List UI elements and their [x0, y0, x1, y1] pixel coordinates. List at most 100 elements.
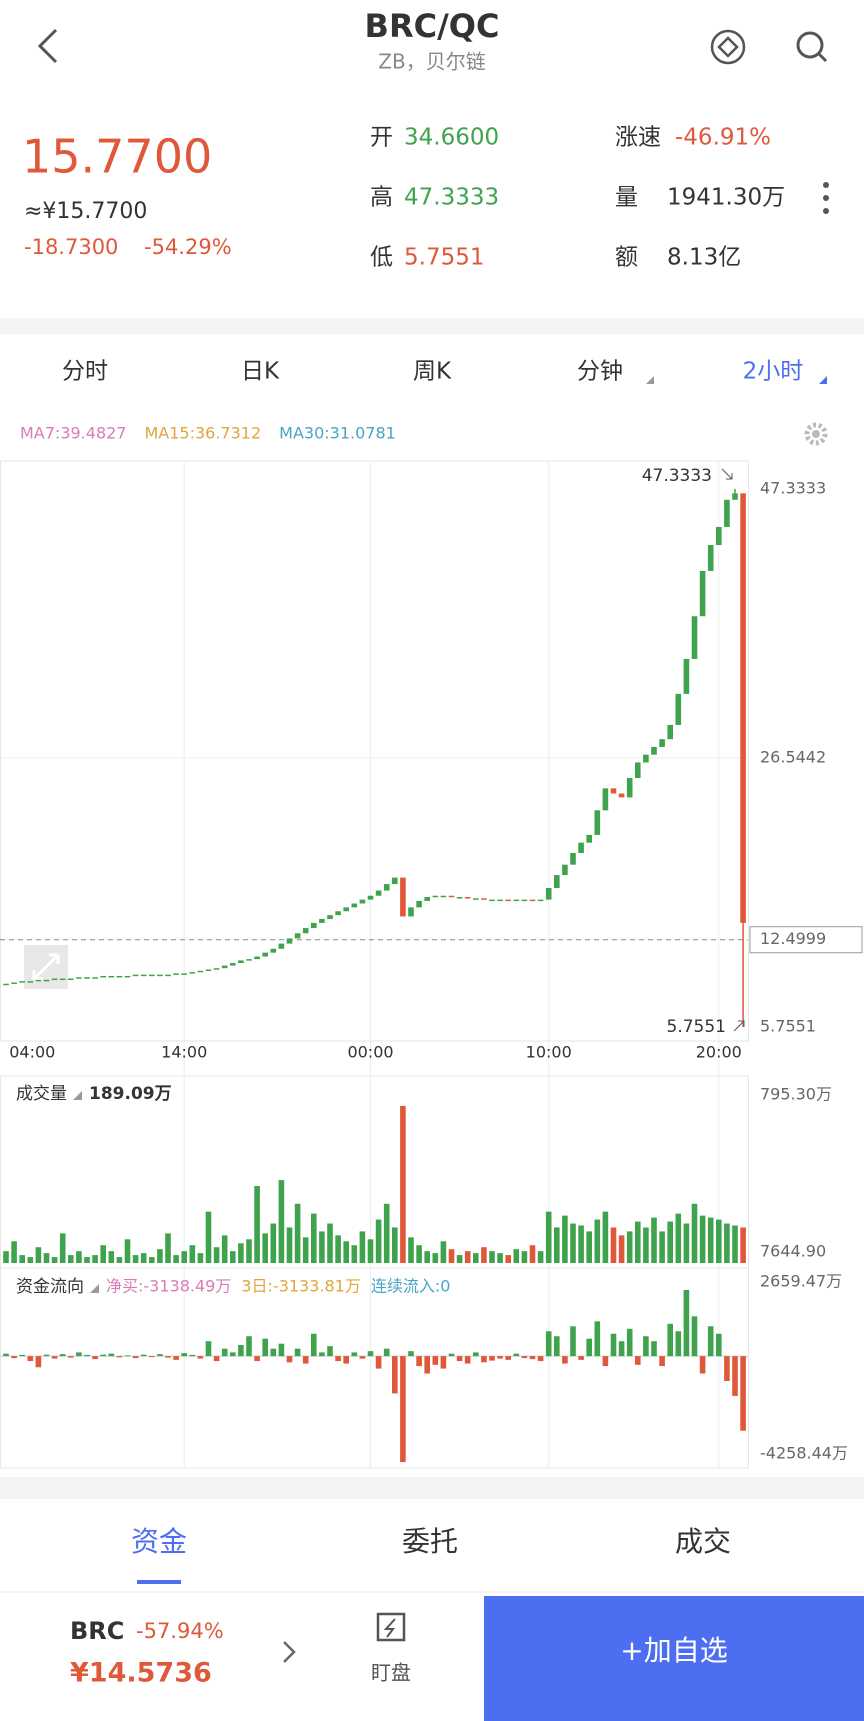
- candle: [610, 788, 617, 794]
- bottom-tab[interactable]: 委托: [402, 1525, 458, 1558]
- volume-bar: [635, 1221, 641, 1263]
- candle: [521, 899, 528, 902]
- candle: [173, 973, 179, 975]
- add-watchlist-label[interactable]: +加自选: [620, 1634, 727, 1667]
- volume-bar: [643, 1227, 649, 1263]
- stat-value: -46.91%: [675, 125, 771, 151]
- bottom-tab[interactable]: 成交: [675, 1525, 731, 1558]
- period-tab[interactable]: 周K: [413, 359, 452, 385]
- candle: [383, 884, 390, 891]
- stat-label: 量: [615, 185, 638, 211]
- period-tab[interactable]: 日K: [241, 359, 280, 385]
- candle: [262, 952, 268, 957]
- volume-bar: [116, 1257, 123, 1263]
- watch-label[interactable]: 盯盘: [371, 1661, 411, 1685]
- ma-label: MA30:31.0781: [279, 424, 396, 443]
- candle: [335, 911, 341, 916]
- volume-bar: [302, 1237, 309, 1263]
- candle: [327, 915, 333, 920]
- flow-bar: [157, 1354, 163, 1357]
- separator: [0, 318, 864, 334]
- volume-bar: [335, 1235, 341, 1263]
- stat-label: 低: [370, 245, 393, 271]
- y-tick-label: 7644.90: [760, 1241, 826, 1260]
- candle: [76, 977, 82, 979]
- favorite-icon[interactable]: [710, 29, 746, 65]
- volume-bar: [270, 1223, 277, 1263]
- candle: [594, 810, 601, 835]
- flow-bar: [643, 1336, 649, 1357]
- chevron[interactable]: [283, 1641, 296, 1663]
- flow-bar: [359, 1356, 366, 1359]
- volume-bar: [586, 1231, 592, 1263]
- flow-bar: [562, 1356, 568, 1364]
- y-tick-label: 5.7551: [760, 1017, 816, 1036]
- panel-value: 189.09万: [89, 1084, 172, 1104]
- volume-bar: [675, 1213, 682, 1263]
- volume-bar: [602, 1211, 609, 1263]
- candle: [554, 875, 560, 888]
- x-tick-label: 04:00: [9, 1043, 55, 1062]
- candle: [489, 899, 495, 902]
- fullscreen-icon: [32, 953, 60, 981]
- last-price: 15.7700: [22, 130, 212, 184]
- candle: [545, 887, 552, 900]
- add-watchlist-button[interactable]: [484, 1596, 864, 1721]
- volume-bar: [189, 1245, 196, 1263]
- settings-icon[interactable]: [804, 422, 828, 446]
- candle: [149, 974, 155, 977]
- price-tag: [749, 926, 863, 954]
- flow-bar: [699, 1356, 706, 1374]
- volume-bar: [578, 1225, 584, 1263]
- watch-icon[interactable]: [376, 1612, 406, 1642]
- flow-bar: [651, 1341, 657, 1357]
- flow-bar: [740, 1356, 746, 1431]
- flow-bar: [383, 1348, 390, 1357]
- period-tab[interactable]: 2小时: [743, 359, 804, 385]
- volume-bar: [724, 1223, 730, 1263]
- flow-bar: [76, 1352, 82, 1357]
- stat-value: 5.7551: [404, 245, 484, 271]
- volume-bar: [108, 1251, 115, 1263]
- candle: [626, 777, 633, 798]
- flow-bar: [197, 1356, 204, 1359]
- candle: [3, 983, 9, 986]
- y-tick-label: 12.4999: [760, 929, 826, 948]
- more-button[interactable]: [823, 182, 829, 214]
- flow-bar: [43, 1354, 50, 1357]
- flow-bar: [3, 1353, 9, 1357]
- flow-bar: [278, 1343, 285, 1357]
- candle: [408, 907, 414, 917]
- period-tab[interactable]: 分钟: [577, 359, 623, 385]
- search-icon[interactable]: [796, 31, 828, 63]
- candle: [197, 970, 204, 973]
- footer-symbol: BRC: [70, 1617, 124, 1645]
- candle: [100, 975, 106, 978]
- volume-bar: [610, 1227, 617, 1263]
- x-tick-label: 10:00: [526, 1043, 572, 1062]
- candle: [529, 899, 536, 902]
- flow-bar: [375, 1356, 382, 1369]
- candle: [92, 977, 98, 979]
- candle: [570, 853, 576, 865]
- flow-bar: [691, 1316, 698, 1357]
- flow-bar: [51, 1356, 58, 1359]
- candle: [732, 493, 738, 500]
- back-button[interactable]: [37, 28, 58, 64]
- candle: [602, 788, 609, 811]
- flow-bar: [432, 1356, 439, 1365]
- flow-bar: [724, 1356, 730, 1381]
- bottom-tab[interactable]: 资金: [131, 1525, 187, 1558]
- volume-bar: [691, 1203, 698, 1263]
- candle: [667, 724, 673, 740]
- period-tab[interactable]: 分时: [62, 359, 108, 385]
- stat-value: 34.6600: [404, 125, 499, 151]
- candle: [481, 898, 487, 900]
- flow-bar: [610, 1333, 617, 1357]
- flow-bar: [513, 1353, 520, 1357]
- volume-bar: [594, 1219, 601, 1263]
- volume-bar: [359, 1231, 366, 1263]
- candle: [116, 975, 123, 978]
- candle: [448, 895, 455, 898]
